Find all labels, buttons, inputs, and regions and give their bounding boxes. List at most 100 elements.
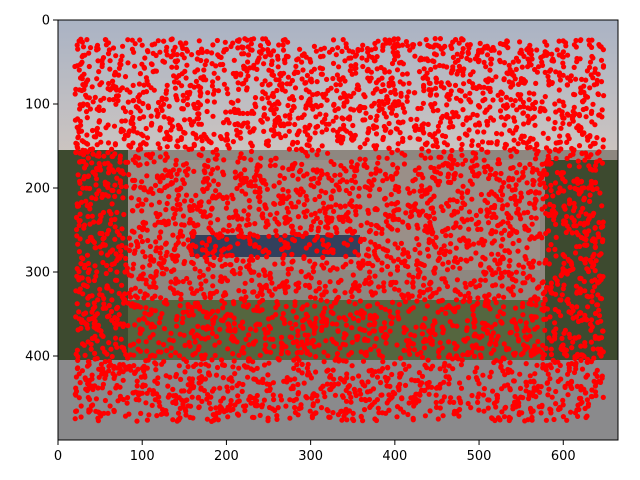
- scatter-point: [281, 175, 287, 181]
- scatter-point: [157, 179, 163, 185]
- scatter-point: [122, 74, 129, 80]
- scatter-point: [173, 242, 179, 248]
- scatter-point: [446, 82, 452, 88]
- scatter-point: [456, 40, 462, 46]
- scatter-point: [174, 52, 180, 58]
- scatter-point: [400, 119, 406, 125]
- scatter-point: [384, 155, 390, 161]
- scatter-point: [398, 90, 404, 96]
- scatter-point: [491, 211, 497, 217]
- scatter-point: [157, 154, 163, 160]
- scatter-point: [470, 307, 476, 313]
- scatter-point: [372, 206, 378, 212]
- scatter-point: [118, 321, 124, 327]
- scatter-point: [477, 104, 483, 110]
- scatter-point: [466, 375, 472, 381]
- scatter-point: [225, 388, 231, 394]
- scatter-point: [224, 86, 230, 92]
- scatter-point: [588, 359, 595, 365]
- scatter-point: [546, 213, 552, 219]
- scatter-point: [132, 322, 138, 328]
- scatter-point: [173, 400, 179, 406]
- scatter-point: [142, 55, 148, 61]
- scatter-point: [450, 366, 456, 372]
- scatter-point: [329, 321, 336, 327]
- scatter-point: [489, 324, 495, 330]
- scatter-point: [419, 261, 425, 267]
- scatter-point: [353, 164, 359, 170]
- scatter-point: [313, 410, 319, 416]
- scatter-point: [581, 220, 587, 226]
- scatter-point: [433, 52, 439, 58]
- scatter-point: [340, 218, 346, 224]
- scatter-point: [254, 365, 260, 371]
- scatter-point: [371, 322, 377, 328]
- scatter-point: [245, 374, 251, 380]
- scatter-point: [447, 399, 453, 405]
- scatter-point: [152, 222, 158, 228]
- scatter-point: [198, 286, 204, 292]
- scatter-point: [148, 307, 155, 313]
- scatter-point: [554, 47, 560, 53]
- scatter-point: [459, 152, 465, 158]
- scatter-point: [516, 403, 522, 409]
- scatter-point: [184, 62, 190, 68]
- scatter-point: [274, 219, 280, 225]
- scatter-point: [454, 277, 460, 283]
- scatter-point: [388, 191, 394, 198]
- scatter-point: [600, 144, 606, 150]
- scatter-point: [554, 169, 561, 176]
- scatter-point: [312, 196, 318, 203]
- scatter-point: [453, 37, 459, 43]
- scatter-point: [159, 361, 165, 367]
- scatter-point: [431, 270, 437, 276]
- scatter-point: [219, 298, 225, 304]
- scatter-point: [240, 258, 246, 264]
- scatter-point: [417, 188, 423, 194]
- scatter-point: [269, 58, 275, 64]
- scatter-point: [530, 258, 537, 264]
- scatter-point: [445, 259, 451, 265]
- scatter-point: [107, 403, 113, 409]
- scatter-point: [163, 240, 169, 246]
- scatter-point: [180, 98, 186, 104]
- scatter-point: [564, 82, 571, 88]
- scatter-point: [591, 251, 597, 257]
- scatter-point: [374, 113, 380, 119]
- scatter-point: [590, 288, 596, 294]
- scatter-point: [324, 407, 330, 413]
- scatter-point: [506, 62, 512, 68]
- scatter-point: [583, 242, 589, 248]
- scatter-point: [352, 301, 358, 307]
- scatter-point: [213, 188, 219, 194]
- scatter-point: [330, 75, 336, 82]
- scatter-point: [120, 195, 126, 201]
- scatter-point: [230, 364, 236, 370]
- scatter-point: [106, 313, 112, 319]
- scatter-point: [383, 219, 389, 225]
- scatter-point: [307, 122, 313, 128]
- scatter-point: [510, 102, 516, 108]
- scatter-point: [368, 239, 374, 245]
- scatter-point: [131, 352, 137, 358]
- scatter-point: [246, 198, 252, 204]
- scatter-point: [157, 49, 163, 55]
- scatter-point: [447, 249, 453, 255]
- scatter-point: [391, 258, 397, 264]
- scatter-point: [581, 353, 587, 359]
- scatter-point: [407, 214, 413, 220]
- scatter-point: [157, 315, 163, 321]
- scatter-point: [308, 212, 314, 218]
- scatter-point: [497, 359, 504, 365]
- scatter-point: [366, 210, 372, 216]
- scatter-point: [596, 219, 602, 226]
- scatter-point: [154, 113, 160, 119]
- scatter-point: [415, 225, 421, 231]
- scatter-point: [221, 67, 227, 73]
- scatter-point: [104, 231, 110, 237]
- scatter-point: [411, 347, 418, 353]
- scatter-point: [100, 107, 106, 113]
- scatter-point: [320, 242, 326, 248]
- scatter-point: [526, 90, 533, 96]
- scatter-point: [154, 413, 160, 419]
